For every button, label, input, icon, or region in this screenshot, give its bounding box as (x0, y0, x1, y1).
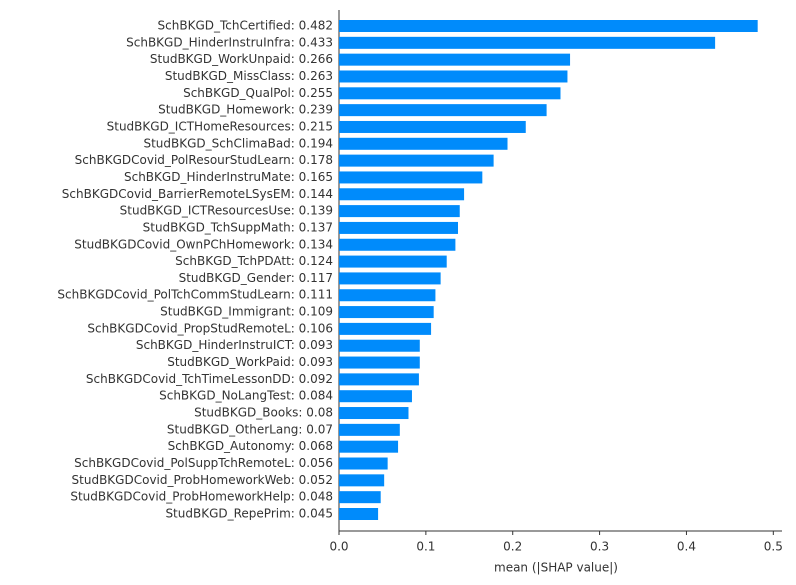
bar (339, 306, 434, 319)
bar (339, 423, 400, 436)
y-tick-label: SchBKGDCovid_BarrierRemoteLSysEM: 0.144 (62, 187, 333, 201)
y-tick-label: SchBKGDCovid_TchTimeLessonDD: 0.092 (86, 372, 333, 386)
y-tick-label: StudBKGD_ICTResourcesUse: 0.139 (120, 204, 333, 218)
y-tick-label: StudBKGD_Books: 0.08 (194, 406, 333, 420)
x-tick-label: 0.2 (503, 540, 522, 554)
bar (339, 104, 547, 117)
y-tick-label: SchBKGDCovid_PolTchCommStudLearn: 0.111 (57, 288, 333, 302)
y-tick-label: StudBKGD_Gender: 0.117 (179, 271, 333, 285)
y-tick-label: SchBKGD_Autonomy: 0.068 (168, 439, 333, 453)
y-tick-label: StudBKGD_TchSuppMath: 0.137 (143, 220, 333, 234)
bar (339, 474, 385, 487)
x-axis-label: mean (|SHAP value|) (494, 561, 618, 575)
y-tick-label: SchBKGD_HinderInstruICT: 0.093 (136, 338, 333, 352)
bar (339, 87, 561, 100)
bar (339, 36, 716, 49)
bar (339, 272, 441, 285)
y-tick-label: StudBKGDCovid_ProbHomeworkHelp: 0.048 (70, 490, 333, 504)
y-tick-label: SchBKGDCovid_PolResourStudLearn: 0.178 (75, 153, 333, 167)
y-tick-label: SchBKGD_TchCertified: 0.482 (158, 19, 333, 33)
y-tick-label: StudBKGD_WorkPaid: 0.093 (167, 355, 333, 369)
x-tick-label: 0.1 (416, 540, 435, 554)
y-tick-label: SchBKGDCovid_PropStudRemoteL: 0.106 (87, 321, 333, 335)
bar (339, 171, 483, 184)
bar (339, 356, 420, 369)
x-tick-label: 0.0 (329, 540, 348, 554)
bar (339, 322, 432, 335)
y-tick-label: StudBKGD_MissClass: 0.263 (165, 69, 333, 83)
y-tick-label: SchBKGD_HinderInstruInfra: 0.433 (126, 35, 333, 49)
bar (339, 70, 568, 83)
bar (339, 53, 571, 66)
bar (339, 390, 412, 403)
bar (339, 508, 379, 520)
x-tick-label: 0.3 (590, 540, 609, 554)
y-tick-label: StudBKGD_Homework: 0.239 (158, 103, 333, 117)
bar (339, 20, 758, 32)
y-tick-label: SchBKGDCovid_PolSuppTchRemoteL: 0.056 (74, 456, 333, 470)
x-tick-label: 0.5 (764, 540, 783, 554)
bar (339, 188, 465, 201)
y-tick-label: SchBKGD_TchPDAtt: 0.124 (175, 254, 333, 268)
bar (339, 238, 456, 251)
x-tick-label: 0.4 (677, 540, 696, 554)
y-tick-label: StudBKGDCovid_ProbHomeworkWeb: 0.052 (72, 473, 333, 487)
y-tick-label: StudBKGD_RepePrim: 0.045 (165, 507, 333, 521)
bar (339, 120, 526, 133)
y-tick-label: StudBKGD_SchClimaBad: 0.194 (143, 136, 333, 150)
y-tick-label: SchBKGD_HinderInstruMate: 0.165 (124, 170, 333, 184)
y-tick-label: SchBKGD_NoLangTest: 0.084 (159, 389, 333, 403)
bar (339, 205, 460, 218)
y-tick-label: StudBKGD_Immigrant: 0.109 (160, 305, 333, 319)
y-tick-label: StudBKGDCovid_OwnPChHomework: 0.134 (74, 237, 333, 251)
bar (339, 339, 420, 352)
bar (339, 154, 494, 167)
bar (339, 137, 508, 150)
bar (339, 457, 388, 470)
bar (339, 289, 436, 302)
bar (339, 491, 381, 504)
bar (339, 407, 409, 420)
y-tick-label: SchBKGD_QualPol: 0.255 (183, 86, 333, 100)
bar (339, 373, 419, 386)
y-tick-label: StudBKGD_ICTHomeResources: 0.215 (107, 119, 333, 133)
y-tick-label: StudBKGD_OtherLang: 0.07 (167, 422, 333, 436)
y-tick-label: StudBKGD_WorkUnpaid: 0.266 (150, 52, 333, 66)
bar (339, 255, 447, 268)
bar (339, 221, 459, 234)
bar (339, 440, 399, 453)
